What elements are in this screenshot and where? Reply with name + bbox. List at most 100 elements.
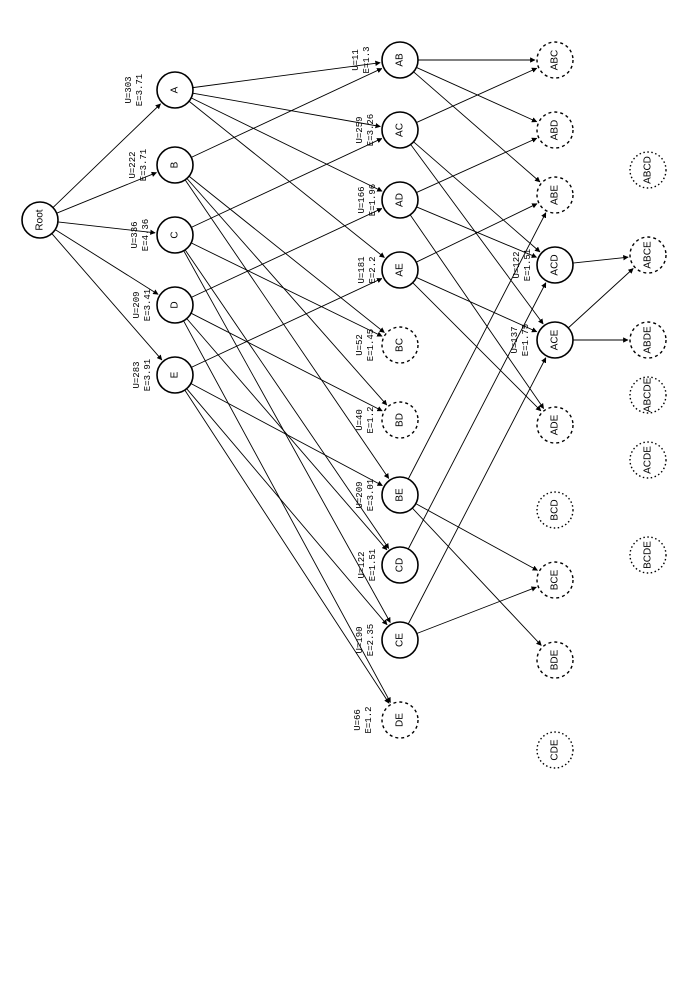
svg-text:E=1.51: E=1.51 <box>523 249 533 281</box>
svg-text:E=3.01: E=3.01 <box>366 479 376 511</box>
node-label: AC <box>395 123 406 137</box>
svg-text:U=66: U=66 <box>353 709 363 731</box>
node-BCD: BCD <box>537 492 573 528</box>
svg-text:U=283: U=283 <box>132 361 142 388</box>
node-metrics: U=209E=3.41 <box>132 289 153 321</box>
node-label: ACD <box>550 254 561 275</box>
svg-text:U=166: U=166 <box>357 186 367 213</box>
edge-C-AC <box>191 138 382 227</box>
edge-A-AC <box>193 93 381 126</box>
svg-text:U=336: U=336 <box>130 221 140 248</box>
svg-text:E=3.41: E=3.41 <box>143 289 153 321</box>
svg-text:U=303: U=303 <box>124 76 134 103</box>
edge-D-BD <box>191 313 382 411</box>
node-metrics: U=181E=2.2 <box>357 256 378 283</box>
svg-text:U=209: U=209 <box>355 481 365 508</box>
node-label: BCE <box>550 569 561 590</box>
svg-text:E=1.45: E=1.45 <box>366 329 376 361</box>
node-D: D U=209E=3.41 <box>132 287 193 323</box>
node-AC: ACU=259E=3.26 <box>355 112 418 148</box>
edge-C-BC <box>191 243 382 336</box>
edge-B-BC <box>189 176 384 332</box>
node-ACD: ACD U=122E=1.51 <box>512 247 573 283</box>
edge-AD-ABD <box>416 138 536 192</box>
svg-text:U=209: U=209 <box>132 291 142 318</box>
node-label: BCD <box>550 499 561 520</box>
node-label: BE <box>395 488 406 502</box>
node-AD: AD U=166E=1.96 <box>357 182 418 218</box>
svg-text:U=190: U=190 <box>355 626 365 653</box>
svg-text:E=4.36: E=4.36 <box>141 219 151 251</box>
node-BE: BE U=209E=3.01 <box>355 477 418 513</box>
node-BC: BC U=52E=1.45 <box>355 327 418 363</box>
node-label: AE <box>395 263 406 277</box>
node-metrics: U=40E=1.2 <box>355 406 376 433</box>
node-label: AB <box>395 53 406 67</box>
node-C: C U=336E=4.36 <box>130 217 193 253</box>
node-metrics: U=122E=1.51 <box>512 249 533 281</box>
node-label: AD <box>395 193 406 207</box>
node-metrics: U=222E=3.71 <box>128 149 149 181</box>
node-CE: CEU=190E=2.35 <box>355 622 418 658</box>
edge-AC-ACE <box>411 144 543 323</box>
svg-text:E=1.96: E=1.96 <box>368 184 378 216</box>
node-label: DE <box>395 713 406 727</box>
node-ADE: ADE <box>537 407 573 443</box>
svg-text:U=40: U=40 <box>355 409 365 431</box>
svg-text:E=3.26: E=3.26 <box>366 114 376 146</box>
node-label: BC <box>395 338 406 352</box>
edge-CE-ACE <box>408 358 546 624</box>
svg-text:E=3.71: E=3.71 <box>135 74 145 106</box>
svg-text:E=2.2: E=2.2 <box>368 256 378 283</box>
edge-BE-BDE <box>412 508 541 645</box>
node-label: C <box>170 231 181 238</box>
svg-text:E=1.75: E=1.75 <box>521 324 531 356</box>
edge-ACE-ABCE <box>568 268 633 327</box>
node-label: ACE <box>550 329 561 350</box>
node-metrics: U=52E=1.45 <box>355 329 376 361</box>
svg-text:U=11: U=11 <box>351 49 361 71</box>
edge-CE-BCE <box>417 587 537 633</box>
node-metrics: U=122E=1.51 <box>357 549 378 581</box>
node-ABC: ABC <box>537 42 573 78</box>
nodes-layer: RootAU=303E=3.71BU=222E=3.71CU=336E=4.36… <box>22 42 666 768</box>
svg-text:E=1.2: E=1.2 <box>366 406 376 433</box>
node-ABE: ABE <box>537 177 573 213</box>
edge-AD-ADE <box>410 215 543 409</box>
node-metrics: U=336E=4.36 <box>130 219 151 251</box>
node-metrics: U=303E=3.71 <box>124 74 145 106</box>
edge-D-AD <box>191 208 382 297</box>
node-metrics: U=11E=1.3 <box>351 46 372 73</box>
node-E: EU=283E=3.91 <box>132 357 193 393</box>
svg-text:E=3.71: E=3.71 <box>139 149 149 181</box>
node-metrics: U=166E=1.96 <box>357 184 378 216</box>
edge-AB-ABD <box>416 67 536 121</box>
node-ABCD: ABCD <box>630 152 666 188</box>
node-metrics: U=66E=1.2 <box>353 706 374 733</box>
node-ACDE: ACDE <box>630 442 666 478</box>
node-AB: AB U=11E=1.3 <box>351 42 418 78</box>
node-label: CDE <box>550 739 561 760</box>
node-metrics: U=137E=1.75 <box>510 324 531 356</box>
edge-ACD-ABCE <box>573 257 628 263</box>
node-label: ABC <box>550 50 561 71</box>
node-BCDE: BCDE <box>630 537 666 573</box>
tree-diagram: RootAU=303E=3.71BU=222E=3.71CU=336E=4.36… <box>0 0 694 1000</box>
node-BD: BDU=40E=1.2 <box>355 402 418 438</box>
node-label: CE <box>395 633 406 647</box>
node-label: D <box>170 301 181 308</box>
node-label: ABE <box>550 185 561 205</box>
svg-text:E=1.51: E=1.51 <box>368 549 378 581</box>
node-Root: Root <box>22 202 58 238</box>
node-CDE: CDE <box>537 732 573 768</box>
node-label: A <box>170 86 181 93</box>
svg-text:U=122: U=122 <box>512 251 522 278</box>
node-CD: CDU=122E=1.51 <box>357 547 418 583</box>
svg-text:E=3.91: E=3.91 <box>143 359 153 391</box>
edge-CD-ACD <box>408 283 546 549</box>
node-metrics: U=209E=3.01 <box>355 479 376 511</box>
node-label: ABCE <box>643 241 654 269</box>
node-A: A U=303E=3.71 <box>124 72 193 108</box>
edge-B-AB <box>191 68 382 157</box>
node-AE: AE U=181E=2.2 <box>357 252 418 288</box>
